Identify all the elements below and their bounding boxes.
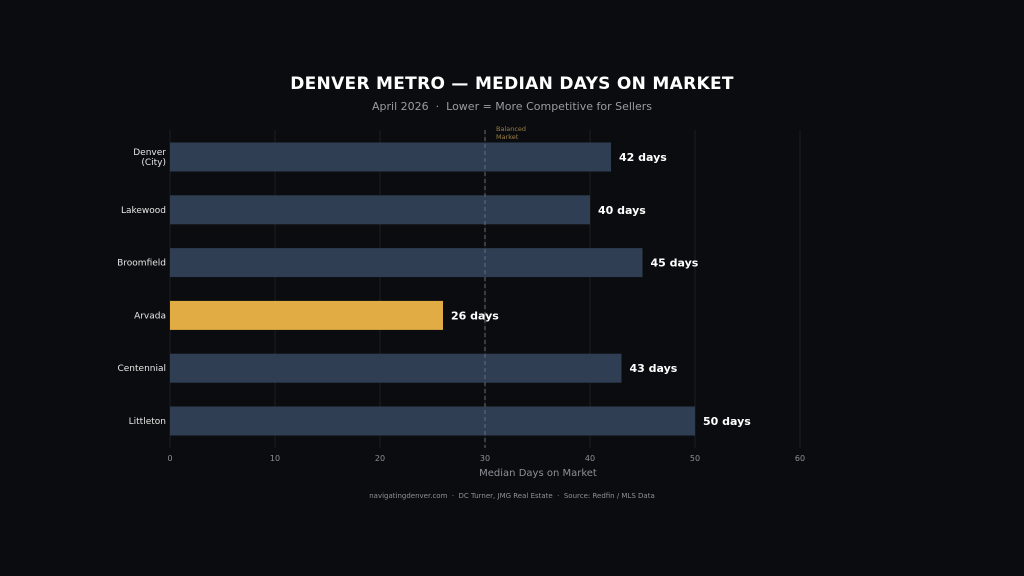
bar-value-label: 45 days: [651, 257, 699, 270]
bar: [170, 248, 643, 278]
bar-value-label: 43 days: [630, 362, 678, 375]
x-tick-label: 0: [167, 454, 172, 463]
category-label: (City): [141, 158, 166, 168]
bar-value-label: 50 days: [703, 415, 751, 428]
x-tick-label: 20: [375, 454, 385, 463]
bars: [170, 142, 695, 436]
labels: 0 10 20 30 40 50 60 42 days Denver(City) 40 days L…: [117, 148, 805, 463]
x-tick-label: 10: [270, 454, 280, 463]
category-label: Lakewood: [121, 206, 166, 216]
x-axis-label: Median Days on Market: [479, 468, 597, 479]
chart-title: DENVER METRO — MEDIAN DAYS ON MARKET: [290, 74, 734, 94]
grid: [169, 130, 801, 448]
category-label: Centennial: [117, 364, 166, 374]
bar: [170, 195, 590, 225]
reference-line-label: Market: [496, 133, 519, 141]
bar-value-label: 42 days: [619, 151, 667, 164]
category-label: Denver: [133, 148, 166, 158]
category-label: Broomfield: [117, 259, 166, 269]
x-tick-label: 40: [585, 454, 595, 463]
bar: [170, 353, 622, 383]
footer-credit: navigatingdenver.com · DC Turner, JMG Re…: [369, 492, 655, 500]
chart-subtitle: April 2026 · Lower = More Competitive fo…: [372, 100, 652, 113]
reference-line-label: Balanced: [496, 125, 526, 133]
bar-value-label: 40 days: [598, 204, 646, 217]
bar: [170, 406, 695, 436]
category-label: Littleton: [129, 417, 166, 427]
category-label: Arvada: [134, 311, 166, 321]
x-tick-label: 50: [690, 454, 700, 463]
x-tick-label: 30: [480, 454, 490, 463]
bar-value-label: 26 days: [451, 309, 499, 322]
bar: [170, 142, 611, 172]
bar: [170, 300, 443, 330]
x-tick-label: 60: [795, 454, 805, 463]
